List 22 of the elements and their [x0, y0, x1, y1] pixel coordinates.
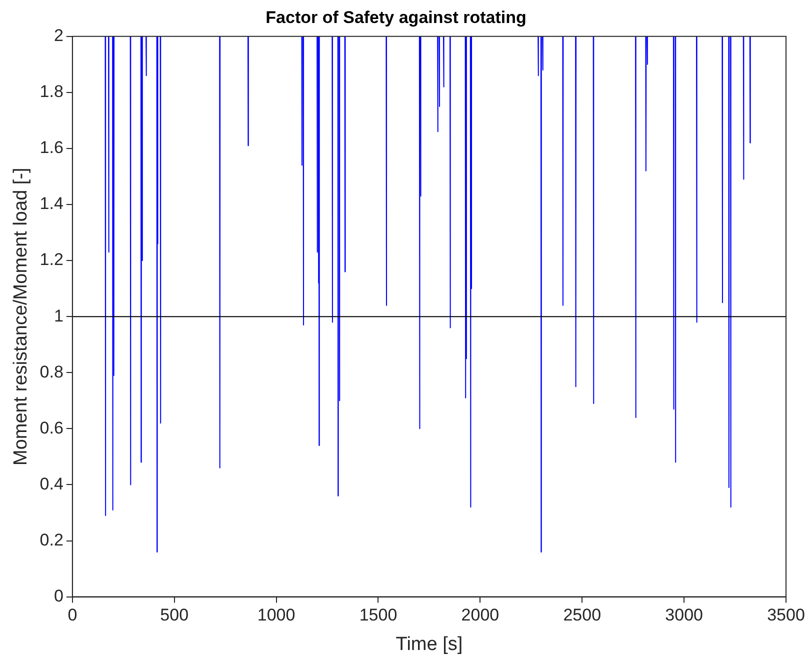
x-tick-label: 500	[160, 606, 189, 625]
y-tick-label: 0.6	[40, 418, 64, 438]
x-tick-label: 0	[68, 606, 78, 625]
y-tick-label: 1.2	[40, 250, 64, 270]
x-axis-title: Time [s]	[396, 634, 463, 655]
y-tick-label: 0	[54, 586, 64, 606]
x-tick-label: 2000	[461, 606, 500, 625]
x-tick-label: 3000	[665, 606, 703, 625]
x-tick-label: 1000	[257, 606, 296, 625]
y-tick-label: 0.8	[40, 362, 64, 382]
y-tick-label: 1.8	[40, 82, 64, 102]
y-tick-label: 0.4	[40, 474, 64, 494]
x-tick-label: 3500	[767, 606, 805, 625]
y-tick-label: 1	[54, 306, 64, 326]
y-tick-label: 2	[54, 26, 64, 46]
y-tick-label: 1.4	[40, 194, 64, 214]
y-tick-label: 0.2	[40, 530, 64, 550]
x-tick-label: 2500	[563, 606, 602, 625]
chart-title: Factor of Safety against rotating	[266, 8, 526, 27]
x-tick-label: 1500	[359, 606, 398, 625]
y-tick-label: 1.6	[40, 138, 64, 158]
y-axis-title: Moment resistance/Moment load [-]	[10, 168, 32, 466]
